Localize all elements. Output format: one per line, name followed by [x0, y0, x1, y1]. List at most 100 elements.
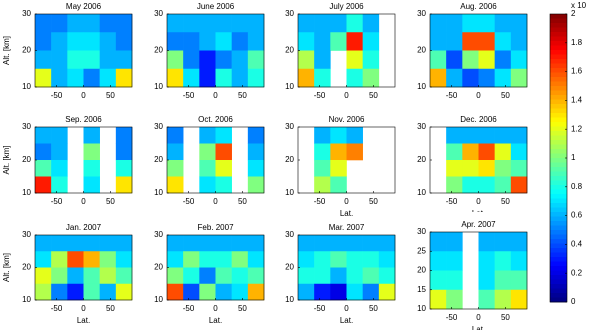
x-tick-label: -50: [446, 197, 458, 206]
heatmap-cell: [35, 127, 52, 144]
heatmap-cell: [35, 68, 52, 88]
y-tick-label: 30: [417, 122, 426, 131]
heatmap-cell: [314, 68, 331, 88]
colorbar-segment: [550, 140, 567, 145]
heatmap-cell: [51, 32, 68, 51]
y-tick-label: 30: [417, 227, 426, 236]
heatmap-cell: [115, 267, 133, 285]
y-tick-label: 20: [417, 266, 426, 275]
heatmap-cell: [99, 32, 117, 51]
heatmap-cell: [83, 176, 100, 194]
y-tick-label: 10: [154, 295, 163, 304]
x-axis-label: Lat.: [472, 325, 485, 330]
heatmap-cell: [215, 160, 232, 177]
heatmap-cell: [115, 143, 133, 161]
heatmap-cell: [35, 176, 52, 194]
heatmap-cell: [83, 32, 100, 51]
panel-title: June 2006: [197, 2, 235, 11]
heatmap-cell: [314, 283, 331, 301]
panel-title: Sep. 2006: [65, 115, 102, 124]
colorbar-segment: [550, 144, 567, 150]
colorbar-segment: [550, 185, 567, 190]
colorbar-segment: [550, 189, 567, 195]
heatmap-cell: [510, 50, 528, 70]
heatmap-cell: [510, 160, 528, 177]
colorbar-segment: [550, 288, 567, 294]
heatmap-cell: [215, 143, 232, 161]
heatmap-cell: [446, 251, 463, 271]
colorbar-segment: [550, 261, 567, 267]
x-axis-label: Lat.: [77, 316, 90, 325]
y-tick-label: 20: [22, 155, 31, 164]
panel-title: May 2006: [66, 2, 102, 11]
heatmap-cell: [510, 68, 528, 88]
heatmap-cell: [378, 283, 396, 301]
heatmap-cell: [330, 32, 347, 51]
x-tick-label: 50: [369, 304, 378, 313]
y-tick-label: 30: [285, 230, 294, 239]
heatmap-cell: [462, 68, 479, 88]
heatmap-cell: [199, 127, 216, 144]
heatmap-cell: [247, 143, 265, 161]
heatmap-cell: [199, 235, 216, 252]
heatmap-cell: [183, 14, 200, 33]
heatmap-cell: [67, 267, 84, 285]
heatmap-cell: [35, 235, 52, 252]
heatmap-cell: [446, 68, 463, 88]
heatmap-cell: [51, 68, 68, 88]
heatmap-cell: [510, 289, 528, 310]
colorbar-segment: [550, 81, 567, 87]
heatmap-cell: [314, 251, 331, 268]
heatmap-cell: [314, 267, 331, 285]
heatmap-cell: [35, 32, 52, 51]
heatmap-cell: [446, 127, 463, 144]
heatmap-cell: [115, 251, 133, 268]
colorbar-tick-label: 2: [571, 9, 576, 18]
heatmap-cell: [115, 14, 133, 33]
heatmap-cell: [362, 68, 380, 88]
heatmap-cell: [199, 50, 216, 70]
heatmap-cell: [35, 283, 52, 301]
panel-title: July 2006: [329, 2, 364, 11]
heatmap-cell: [231, 50, 249, 70]
colorbar-segment: [550, 135, 567, 141]
heatmap-cell: [346, 267, 363, 285]
heatmap-cell: [362, 50, 380, 70]
heatmap-cell: [183, 251, 200, 268]
colorbar-segment: [550, 194, 567, 199]
panel-title: Mar. 2007: [329, 223, 365, 232]
heatmap-cell: [430, 32, 447, 51]
heatmap-cell: [215, 235, 232, 252]
heatmap-cell: [478, 127, 495, 144]
heatmap-cell: [83, 251, 100, 268]
heatmap-cell: [35, 160, 52, 177]
panel-title: Aug. 2006: [460, 2, 497, 11]
heatmap-cell: [199, 68, 216, 88]
x-tick-label: 0: [344, 304, 349, 313]
heatmap-cell: [215, 127, 232, 144]
heatmap-cell: [167, 143, 184, 161]
heatmap-cell: [494, 232, 512, 252]
colorbar-tick-label: 0.2: [571, 268, 583, 277]
heatmap-cell: [298, 68, 315, 88]
heatmap-cell: [51, 160, 68, 177]
heatmap-cell: [494, 14, 512, 33]
heatmap-cell: [83, 50, 100, 70]
heatmap-cell: [215, 14, 232, 33]
heatmap-cell: [430, 251, 447, 271]
x-tick-label: 0: [344, 197, 349, 206]
heatmap-cell: [298, 235, 315, 252]
x-tick-label: 0: [81, 91, 86, 100]
y-tick-label: 10: [417, 82, 426, 91]
x-tick-label: 50: [501, 197, 510, 206]
heatmap-cell: [378, 235, 396, 252]
y-tick-label: 30: [285, 122, 294, 131]
colorbar-segment: [550, 50, 567, 55]
heatmap-cell: [478, 160, 495, 177]
x-tick-label: 0: [213, 197, 218, 206]
x-axis-label: Lat.: [340, 316, 353, 325]
heatmap-cell: [314, 127, 331, 144]
x-tick-label: -50: [51, 91, 63, 100]
y-tick-label: 20: [22, 46, 31, 55]
